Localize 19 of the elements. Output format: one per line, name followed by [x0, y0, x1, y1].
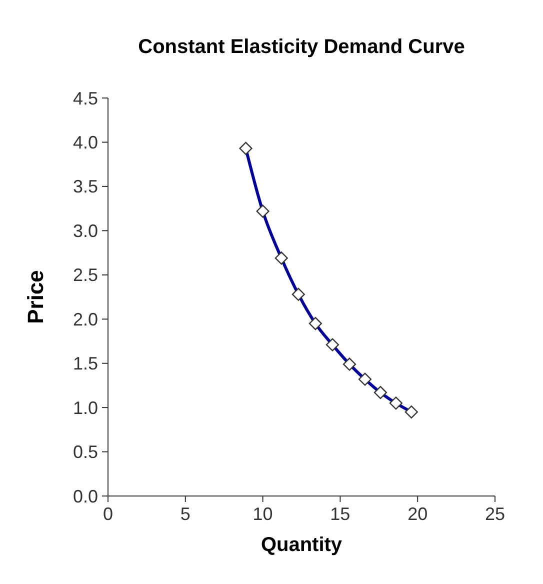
x-tick-label: 25	[484, 504, 506, 524]
y-tick-label: 3.5	[72, 176, 98, 197]
x-tick-label: 10	[252, 504, 273, 524]
y-axis-title: Price	[23, 270, 48, 324]
y-tick-label: 0.0	[72, 486, 98, 506]
y-tick-label: 1.5	[72, 354, 98, 374]
x-tick-label: 20	[408, 504, 428, 524]
y-tick-label: 3.0	[72, 220, 98, 241]
y-tick-label: 4.5	[72, 88, 98, 108]
y-tick-label: 0.5	[72, 442, 98, 462]
x-tick-label: 0	[102, 504, 114, 524]
x-tick-label: 5	[180, 504, 190, 524]
y-tick-label: 2.0	[72, 309, 98, 330]
y-tick-label: 1.0	[72, 398, 98, 418]
y-tick-label: 4.0	[72, 132, 98, 153]
y-tick-label: 2.5	[72, 265, 98, 286]
chart-title: Constant Elasticity Demand Curve	[138, 36, 465, 58]
x-axis-title: Quantity	[260, 534, 343, 556]
x-tick-label: 15	[330, 504, 350, 524]
